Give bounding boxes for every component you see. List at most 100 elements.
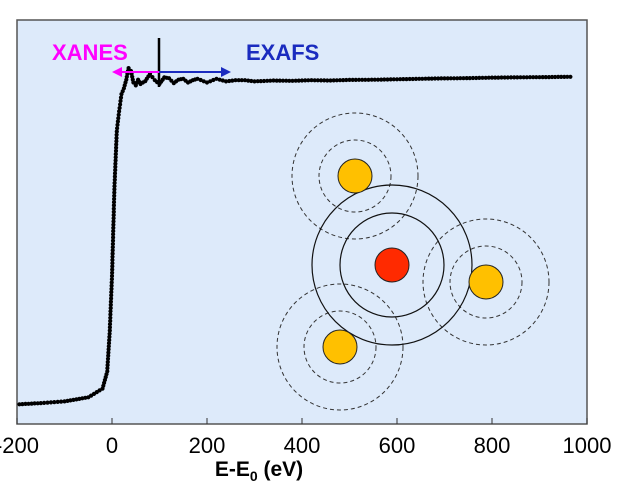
data-point	[111, 225, 116, 230]
data-point	[410, 76, 415, 82]
data-point	[309, 78, 314, 83]
data-point	[350, 77, 355, 82]
data-point	[385, 77, 390, 82]
data-point	[445, 76, 450, 81]
data-point	[112, 190, 117, 195]
data-point	[404, 77, 409, 82]
data-point	[113, 155, 118, 160]
x-tick-label: 600	[379, 433, 416, 458]
data-point	[112, 174, 117, 179]
data-point	[312, 78, 317, 83]
data-point	[293, 78, 298, 83]
x-tick-label: 0	[106, 433, 118, 458]
data-point	[111, 200, 117, 205]
data-point	[223, 79, 229, 84]
data-point	[458, 76, 463, 81]
data-point	[277, 78, 282, 83]
data-point	[107, 325, 112, 330]
xanes-arrowhead	[112, 67, 122, 77]
data-point	[553, 74, 558, 80]
data-point	[455, 76, 460, 81]
data-point	[363, 77, 368, 82]
backscatter-shell-lower-inner	[303, 310, 377, 384]
data-point	[290, 78, 295, 83]
data-point	[105, 363, 110, 368]
data-point	[239, 78, 244, 83]
data-point	[432, 76, 438, 81]
data-point	[394, 77, 400, 82]
data-point	[464, 76, 469, 81]
data-point	[42, 400, 47, 405]
x-axis-ticks: -200 0 200 400 600 800 1000	[0, 418, 611, 458]
data-point	[230, 78, 235, 83]
data-point	[109, 286, 114, 291]
data-point	[108, 312, 113, 317]
data-point	[375, 77, 381, 82]
neighbor-atom-lower	[322, 329, 358, 365]
data-point	[109, 280, 114, 285]
data-point	[105, 369, 110, 374]
data-point	[296, 78, 301, 83]
data-point	[483, 75, 488, 80]
data-point	[306, 78, 311, 83]
data-point	[115, 126, 120, 131]
data-point	[461, 76, 466, 81]
data-point	[59, 399, 64, 404]
data-point	[107, 328, 112, 333]
data-point	[117, 109, 122, 114]
data-point	[114, 136, 119, 141]
data-point	[111, 213, 116, 218]
data-point	[252, 79, 257, 84]
data-point	[29, 401, 34, 406]
x-tick-label: 800	[474, 433, 511, 458]
data-point	[110, 257, 115, 263]
data-point	[23, 401, 28, 406]
data-point	[303, 78, 308, 83]
data-point	[201, 79, 206, 84]
data-point	[388, 77, 393, 82]
data-point	[299, 78, 305, 83]
data-point	[318, 78, 324, 83]
data-point	[195, 76, 200, 81]
data-point	[55, 399, 60, 404]
data-point	[111, 209, 116, 214]
data-point	[524, 75, 529, 80]
data-point	[496, 75, 501, 80]
scattering-illustration	[276, 112, 550, 411]
data-point	[111, 229, 116, 234]
backscatter-shell-upper-inner	[318, 139, 392, 213]
data-point	[328, 78, 333, 83]
data-point	[211, 77, 216, 83]
data-point	[105, 356, 111, 361]
data-point	[110, 241, 115, 247]
data-point	[110, 238, 116, 243]
data-point	[391, 77, 396, 82]
data-point	[568, 74, 573, 79]
data-point	[114, 142, 119, 147]
data-point	[417, 76, 422, 81]
data-point	[451, 76, 457, 81]
data-point	[423, 76, 428, 81]
data-point	[242, 78, 248, 83]
data-point	[108, 309, 113, 314]
data-point	[110, 264, 115, 269]
data-point	[111, 219, 116, 224]
data-point	[110, 270, 115, 275]
data-point	[108, 306, 113, 311]
data-point	[48, 400, 54, 405]
data-point	[559, 74, 564, 79]
data-point	[111, 222, 116, 227]
data-point	[474, 75, 479, 81]
data-point	[113, 168, 118, 173]
data-point	[114, 145, 119, 150]
data-point	[116, 116, 121, 121]
data-point	[52, 400, 57, 405]
data-point	[220, 78, 225, 83]
data-point	[105, 359, 110, 365]
data-point	[112, 193, 117, 198]
data-point	[502, 75, 507, 80]
data-point	[115, 119, 120, 124]
data-point	[347, 77, 352, 82]
data-point	[426, 76, 431, 81]
